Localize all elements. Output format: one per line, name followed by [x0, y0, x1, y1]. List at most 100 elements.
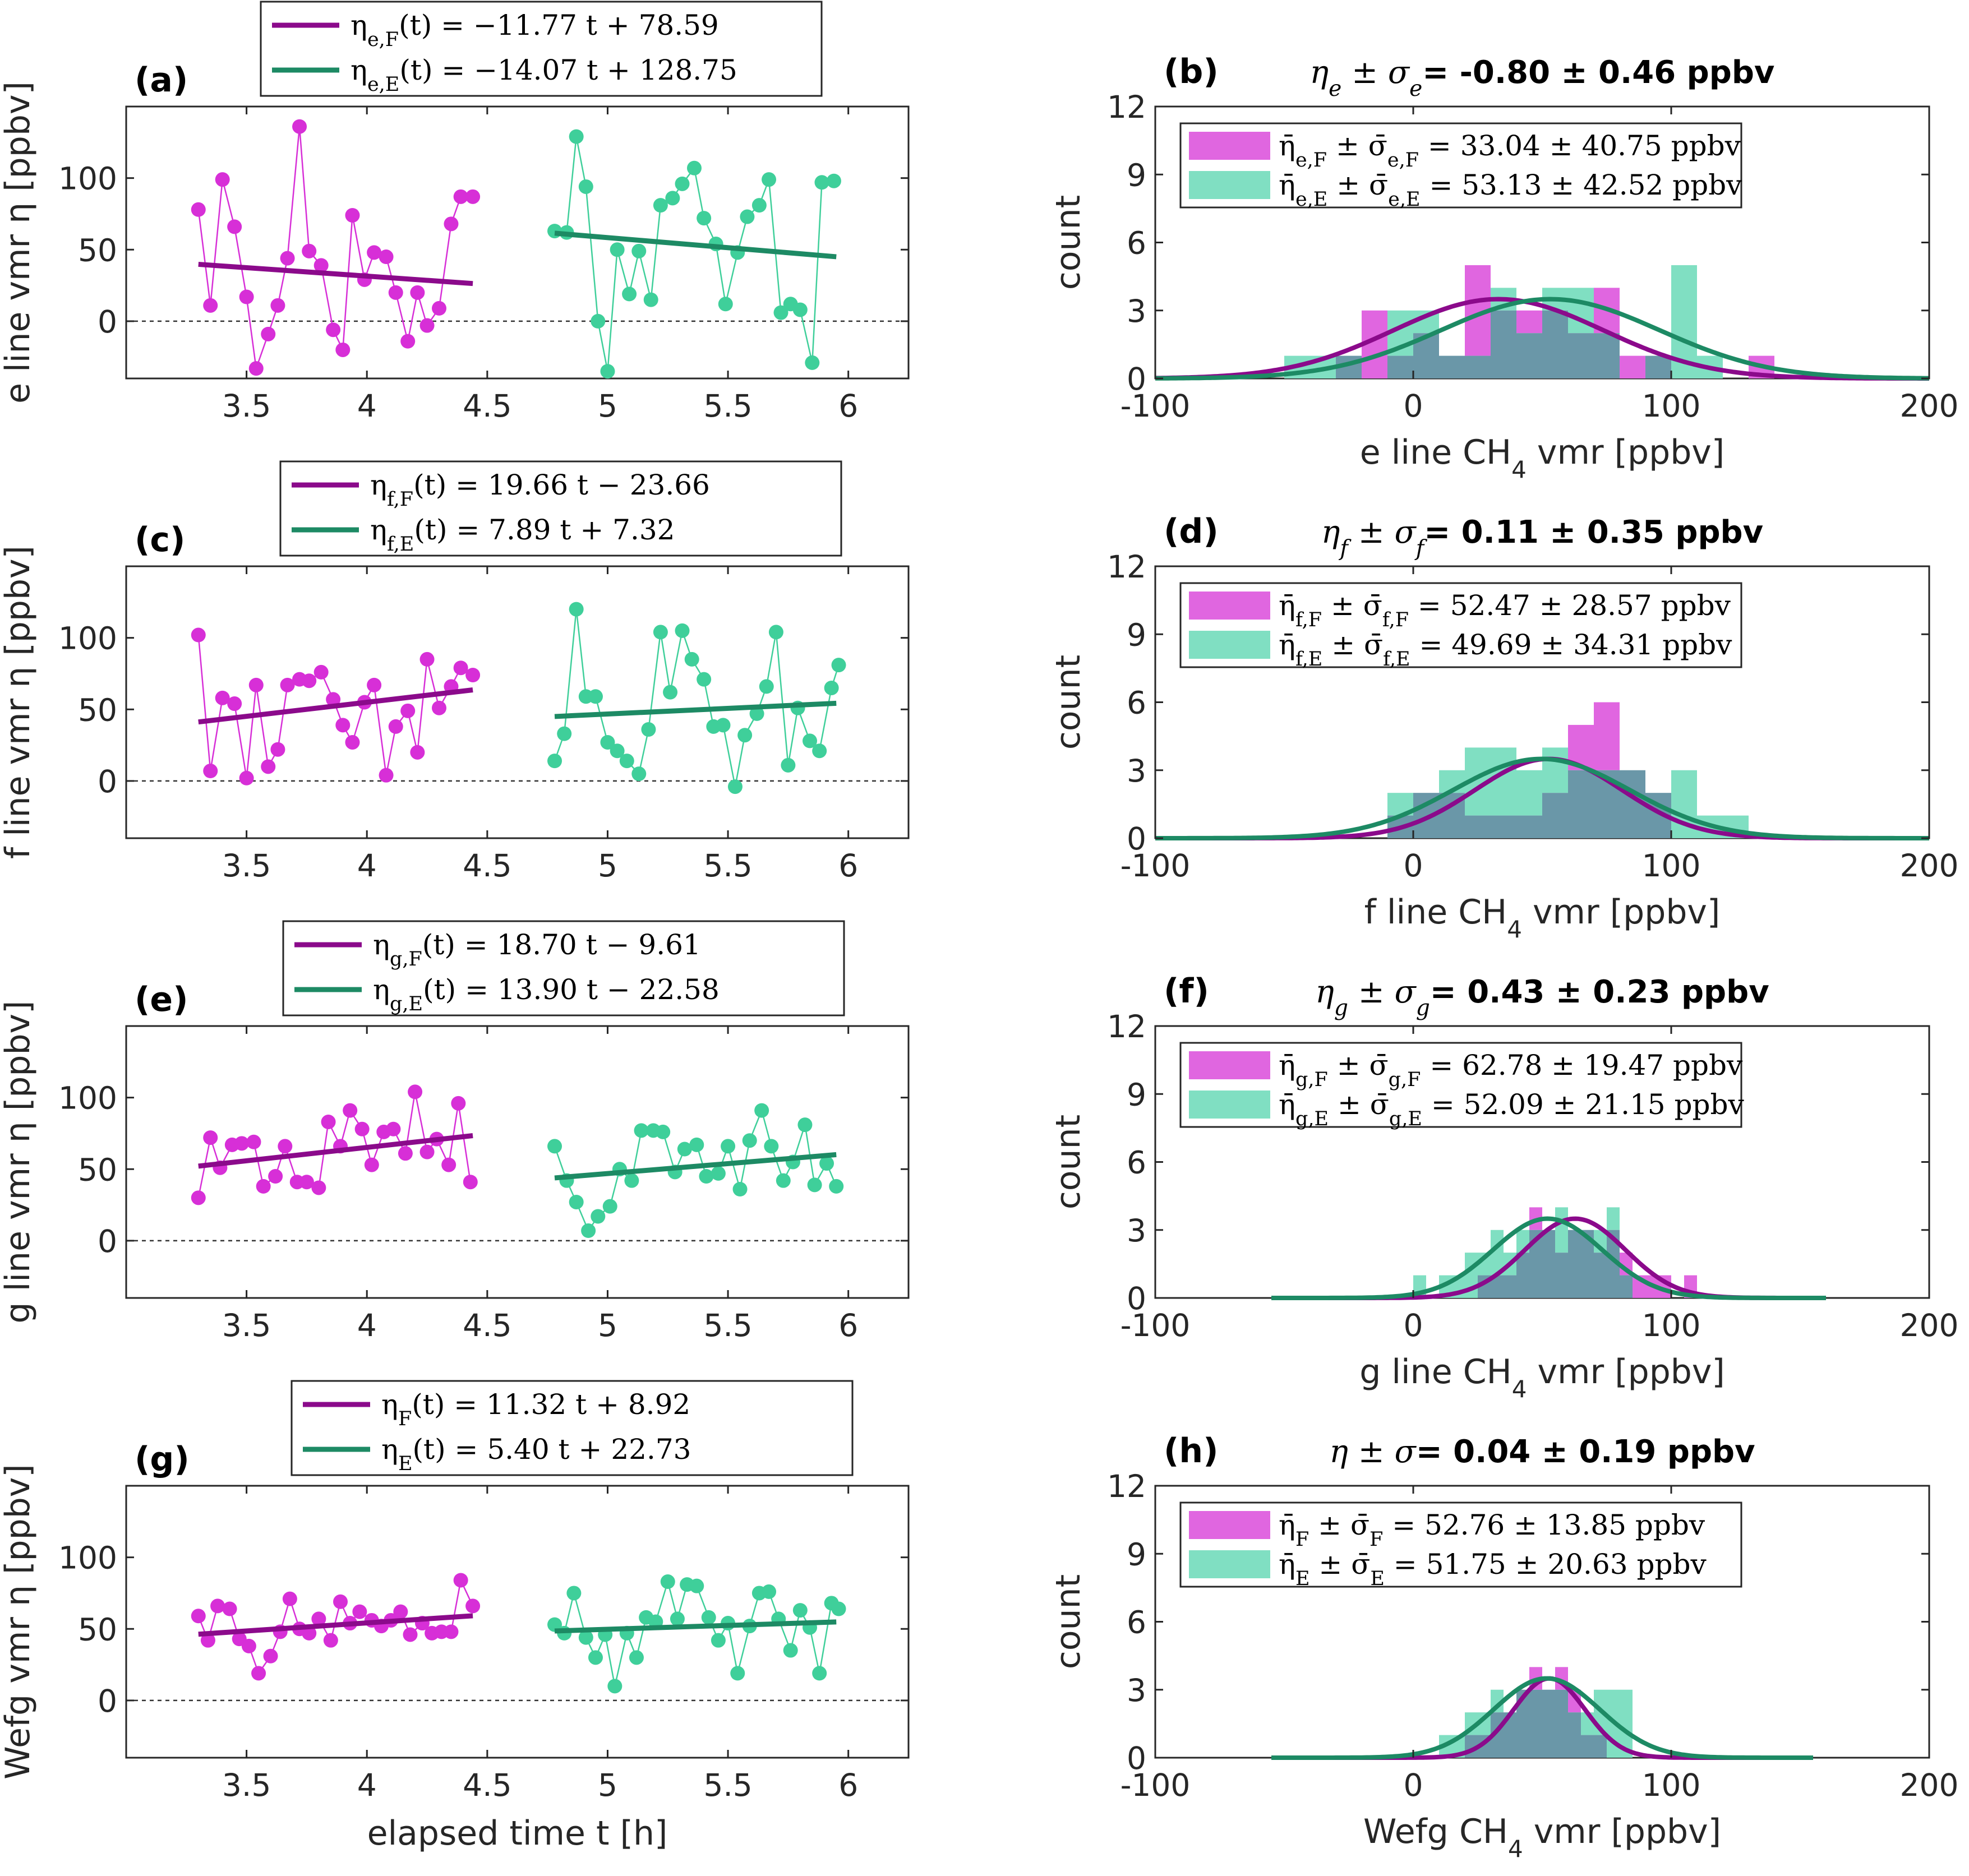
- hist0-xtick-label: 0: [1404, 388, 1423, 424]
- ts0-series-E-point: [697, 211, 712, 226]
- hist0-bar-overlap: [1439, 355, 1465, 378]
- ts0-series-F-point: [239, 289, 254, 304]
- ts2-series-E-point: [689, 1137, 704, 1152]
- ts1-series-E-point: [803, 733, 818, 748]
- ts1-series-F-point: [248, 677, 264, 692]
- hist2-bar-overlap: [1491, 1275, 1504, 1298]
- ts0-series-F-point: [227, 219, 242, 234]
- ts1-series-F-point: [261, 759, 276, 774]
- ts2-legend: [282, 920, 845, 1016]
- ts3-legend-entry: ηF(t) = 11.32 t + 8.92: [381, 1388, 690, 1430]
- hist3-bar-overlap: [1594, 1735, 1607, 1758]
- ts1-series-F-point: [313, 664, 329, 680]
- ts1-legend-entry: ηf,E(t) = 7.89 t + 7.32: [370, 514, 675, 556]
- ts0-series-E-fit: [554, 230, 837, 260]
- ts3-series-F-point: [403, 1627, 418, 1642]
- ts0-panel-label: (a): [135, 61, 188, 100]
- ts0-series-F-point: [335, 342, 351, 357]
- ts1-xtick-label: 5.5: [703, 848, 752, 884]
- ts1-series-E-point: [675, 623, 690, 638]
- ts1-series-E-point: [781, 757, 796, 773]
- hist3-bar-E: [1620, 1689, 1633, 1758]
- ts2-series-F-point: [203, 1130, 218, 1145]
- hist1-xlabel: f line CH4 vmr [ppbv]: [1364, 893, 1721, 943]
- ts0-series-E-point: [622, 287, 637, 302]
- ts1-series-F-point: [270, 742, 285, 757]
- hist3-bar-overlap: [1581, 1735, 1594, 1758]
- hist0-xlabel: e line CH4 vmr [ppbv]: [1360, 433, 1724, 483]
- ts3-xtick-label: 4: [357, 1767, 377, 1803]
- hist2-xlabel: g line CH4 vmr [ppbv]: [1359, 1352, 1725, 1403]
- ts1-series-E-point: [610, 743, 625, 759]
- ts0-xtick-label: 5.5: [703, 388, 752, 424]
- hist0-legend-swatch: [1189, 132, 1270, 160]
- hist1-ytick-label: 0: [1127, 821, 1146, 857]
- ts0-series-E-point: [805, 355, 820, 370]
- ts1-series-F-line: [197, 635, 473, 778]
- ts2-xtick-label: 5.5: [703, 1307, 752, 1343]
- hist1-legend: [1179, 582, 1742, 668]
- ts3-xlabel: elapsed time t [h]: [367, 1814, 668, 1853]
- ts0-series-F-point: [203, 298, 218, 313]
- hist3-ytick-label: 0: [1127, 1740, 1146, 1776]
- ts3-series-E-point: [831, 1601, 846, 1616]
- ts3-series-E-point: [607, 1679, 622, 1694]
- ts1-series-F-point: [465, 668, 481, 682]
- hist3-bar-overlap: [1516, 1689, 1529, 1758]
- hist3-ylabel: count: [1049, 1574, 1088, 1669]
- ts1-series-E-point: [716, 718, 731, 733]
- hist2-legend-entry: η̄g,E ± σ̄g,E = 52.09 ± 21.15 ppbv: [1279, 1088, 1745, 1130]
- ts2-series-E-point: [807, 1177, 822, 1193]
- hist2-bar-overlap: [1594, 1253, 1607, 1298]
- ts2-series-F-point: [343, 1103, 358, 1118]
- ts0-series-E-point: [792, 302, 808, 317]
- ts1-series-E-point: [768, 625, 783, 640]
- ts1-series-F-point: [400, 703, 416, 718]
- ts2-series-E-point: [797, 1117, 813, 1133]
- hist3-ytick-label: 12: [1107, 1468, 1146, 1504]
- ts0-series-F-point: [410, 285, 425, 300]
- ts1-series-E-point: [557, 726, 572, 741]
- ts0-xtick-label: 4.5: [463, 388, 511, 424]
- ts1-series-E-point: [619, 754, 634, 769]
- ts3-xtick-label: 4.5: [463, 1767, 511, 1803]
- hist3-ytick-label: 3: [1127, 1672, 1146, 1708]
- ts2-series-E-point: [732, 1182, 748, 1196]
- ts1-xtick-label: 6: [838, 848, 858, 884]
- ts2-series-F-point: [256, 1179, 271, 1194]
- hist3-legend-entry: η̄F ± σ̄F = 52.76 ± 13.85 ppbv: [1279, 1509, 1705, 1551]
- hist2-bar-overlap: [1504, 1275, 1516, 1298]
- ts3-series-E-point: [689, 1578, 704, 1593]
- ts1-series-E-point: [737, 728, 753, 743]
- ts3-ytick-label: 100: [58, 1540, 117, 1576]
- ts1-series-E-point: [749, 706, 764, 721]
- ts3-series-E-point: [701, 1610, 716, 1625]
- hist0-bar-F: [1620, 355, 1645, 378]
- ts1-series-E-point: [663, 685, 678, 700]
- ts3-series-E-point: [762, 1584, 777, 1599]
- hist2-xtick-label: 100: [1642, 1307, 1701, 1343]
- hist3-bar-overlap: [1529, 1689, 1542, 1758]
- ts1-series-F-point: [379, 768, 394, 783]
- hist2-ytick-label: 9: [1127, 1076, 1146, 1112]
- ts2-series-E-point: [624, 1173, 639, 1188]
- hist0-ylabel: count: [1049, 195, 1088, 290]
- hist2-bar-overlap: [1516, 1253, 1529, 1298]
- hist1-bar-F: [1594, 702, 1620, 770]
- ts1-series-F-point: [432, 700, 446, 715]
- hist2-ytick-label: 3: [1127, 1213, 1146, 1249]
- hist0-ytick-label: 3: [1127, 293, 1146, 329]
- hist2-title-symbol: ηg ± σg: [1315, 974, 1430, 1021]
- ts1-series-E-point: [727, 779, 743, 794]
- hist3-title-value: = 0.04 ± 0.19 ppbv: [1416, 1434, 1755, 1470]
- hist3-ytick-label: 9: [1127, 1536, 1146, 1572]
- hist2-bar-overlap: [1581, 1230, 1594, 1298]
- hist2-legend-swatch: [1189, 1091, 1270, 1119]
- ts0-ytick-label: 100: [58, 161, 117, 197]
- hist1-bar-overlap: [1516, 815, 1542, 838]
- ts3-legend: [290, 1380, 854, 1476]
- ts3-series-F-point: [222, 1601, 237, 1616]
- ts0-series-F-point: [292, 119, 307, 134]
- ts2-series-F-point: [321, 1115, 336, 1130]
- ts1-plot-area: [125, 565, 910, 839]
